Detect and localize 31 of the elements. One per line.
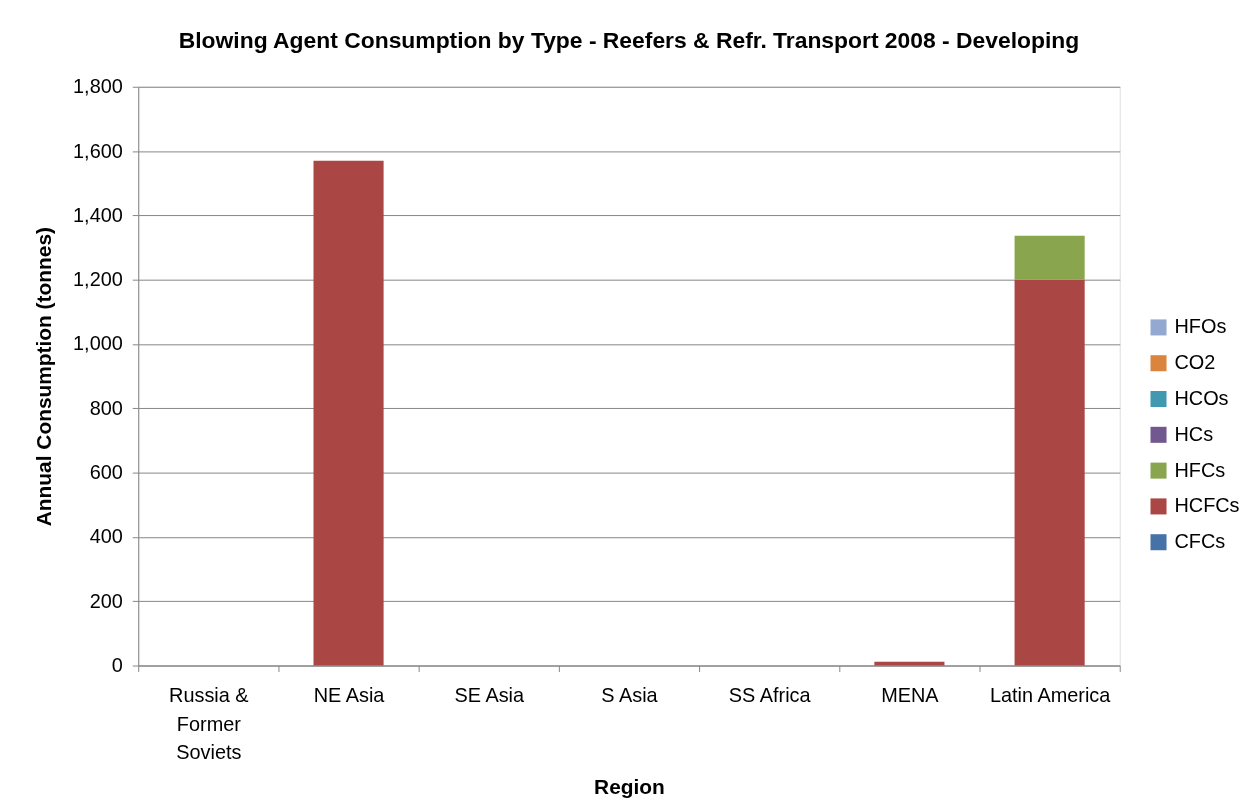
y-tick-label: 1,400 — [73, 203, 123, 226]
legend-label: HCFCs — [1174, 494, 1240, 517]
x-tick-label: SS Africa — [728, 683, 812, 706]
bar — [1014, 235, 1085, 280]
y-tick-label: 600 — [89, 461, 123, 484]
bar — [874, 661, 945, 666]
legend-label: CO2 — [1174, 351, 1216, 374]
y-tick-label: 400 — [89, 525, 123, 548]
legend-label: HFCs — [1174, 458, 1226, 481]
x-tick-label: Latin America — [989, 683, 1112, 706]
x-tick-label: NE Asia — [313, 683, 386, 706]
y-tick-label: 1,800 — [73, 75, 123, 98]
x-tick-label: Russia & Former Soviets — [169, 683, 249, 764]
y-tick-label: 0 — [111, 653, 123, 676]
y-tick-label: 800 — [89, 396, 123, 419]
chart-title: Blowing Agent Consumption by Type - Reefers & Refr. Transport 2008 - Developing — [178, 26, 1080, 53]
bar — [1014, 279, 1085, 666]
y-tick-label: 1,000 — [73, 332, 123, 355]
bar — [313, 160, 384, 666]
y-axis-title: Annual Consumption (tonnes) — [32, 227, 56, 527]
y-tick-label: 1,200 — [73, 268, 123, 291]
legend-label: HFOs — [1174, 315, 1227, 338]
legend-label: HCOs — [1174, 386, 1229, 409]
x-tick-label: SE Asia — [454, 683, 525, 706]
x-tick-label: MENA — [881, 683, 940, 706]
x-axis-title: Region — [594, 775, 665, 799]
legend-label: HCs — [1174, 422, 1214, 445]
x-tick-label: S Asia — [601, 683, 659, 706]
y-tick-label: 1,600 — [73, 139, 123, 162]
y-tick-label: 200 — [89, 589, 123, 612]
legend-label: CFCs — [1174, 530, 1226, 553]
